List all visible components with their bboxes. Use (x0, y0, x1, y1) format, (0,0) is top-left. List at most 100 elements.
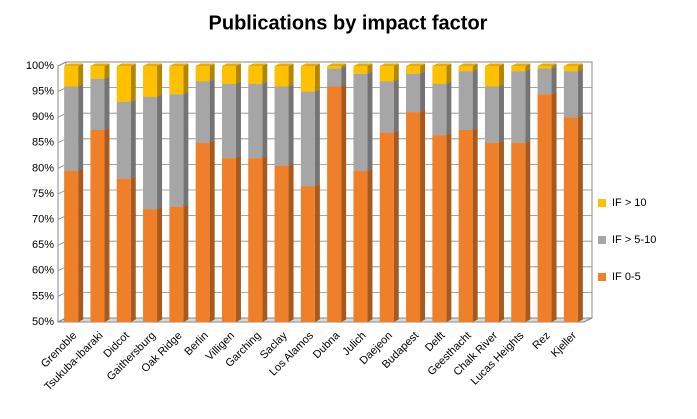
bar-top (327, 63, 347, 66)
x-tick-label: Dubna (311, 329, 343, 361)
bar-side (577, 63, 583, 72)
bar-segment (379, 63, 399, 82)
chart-title: Publications by impact factor (209, 12, 488, 34)
bar-segment (221, 63, 241, 84)
bar-segment (563, 114, 583, 322)
bar-side (262, 155, 268, 322)
y-tick-label: 70% (32, 214, 54, 226)
bar-top (406, 63, 426, 66)
x-tick-label: Rez (530, 330, 552, 352)
bar-side (525, 68, 531, 143)
legend-label: IF 0-5 (612, 271, 641, 283)
bar-segment (300, 183, 320, 322)
bar-front (64, 170, 79, 322)
bar-top (90, 63, 110, 66)
bar-front (274, 165, 289, 322)
bar-side (314, 183, 320, 322)
bar-segment (484, 140, 504, 322)
bar-side (314, 89, 320, 187)
bar-front (116, 66, 131, 102)
bar-segment (169, 91, 189, 207)
bar-front (116, 101, 131, 179)
bar-side (288, 63, 294, 87)
bar-side (367, 71, 373, 171)
bar-segment (221, 155, 241, 322)
bar-front (143, 209, 158, 322)
bar-front (537, 68, 552, 95)
bar-front (537, 94, 552, 322)
bar-segment (143, 94, 163, 210)
bar-segment (300, 63, 320, 92)
bar-front (563, 66, 578, 72)
bar-side (446, 81, 452, 136)
bar-side (472, 68, 478, 130)
bar-side (525, 140, 531, 322)
bar-segment (563, 68, 583, 118)
bar-side (209, 78, 215, 143)
bar-front (327, 86, 342, 322)
bar-segment (379, 130, 399, 322)
bar-segment (353, 168, 373, 322)
bar-front (484, 142, 499, 322)
bar-side (577, 68, 583, 118)
bar-front (221, 158, 236, 322)
legend-label: IF > 10 (612, 197, 647, 209)
bar-segment (432, 63, 452, 84)
bar-top (432, 63, 452, 66)
bar-front (143, 96, 158, 210)
bar-side (341, 83, 347, 322)
bar-segment (143, 63, 163, 97)
bar-front (274, 66, 289, 87)
bar-front (458, 71, 473, 130)
bar-side (288, 83, 294, 166)
legend-swatch (598, 236, 606, 244)
bar-side (393, 63, 399, 82)
bar-side (498, 83, 504, 143)
bar-side (104, 76, 110, 130)
bar-top (300, 63, 320, 66)
bar-segment (274, 63, 294, 87)
bar-top (274, 63, 294, 66)
bar-front (248, 158, 263, 322)
bar-side (183, 204, 189, 322)
bar-segment (221, 81, 241, 159)
bar-segment (353, 71, 373, 171)
bar-top (563, 63, 583, 66)
bar-side (209, 140, 215, 322)
bar-front (432, 66, 447, 84)
bar-side (472, 127, 478, 322)
bar-front (300, 91, 315, 187)
bar-side (420, 63, 426, 74)
bar-front (484, 86, 499, 143)
bar-front (274, 86, 289, 166)
bar-front (432, 135, 447, 322)
bar-side (420, 71, 426, 113)
bar-front (353, 170, 368, 322)
bar-segment (327, 83, 347, 322)
bar-segment (274, 163, 294, 322)
bar-front (248, 66, 263, 84)
bar-segment (406, 63, 426, 74)
y-tick-label: 90% (32, 111, 54, 123)
bar-front (64, 66, 79, 87)
bar-top (248, 63, 268, 66)
bar-segment (406, 109, 426, 322)
bar-side (472, 63, 478, 72)
bar-top (511, 63, 531, 66)
bar-side (130, 99, 136, 179)
bar-front (379, 66, 394, 82)
bar-segment (64, 83, 84, 171)
bar-side (104, 63, 110, 79)
bar-segment (169, 63, 189, 95)
bar-side (314, 63, 320, 92)
bar-side (577, 114, 583, 322)
bar-front (537, 66, 552, 69)
bar-side (262, 81, 268, 159)
bar-side (551, 63, 557, 69)
bar-segment (563, 63, 583, 72)
grid-line (57, 61, 592, 67)
bar-front (379, 81, 394, 133)
y-tick-label: 75% (32, 188, 54, 200)
bar-side (235, 63, 241, 84)
bar-front (432, 83, 447, 136)
